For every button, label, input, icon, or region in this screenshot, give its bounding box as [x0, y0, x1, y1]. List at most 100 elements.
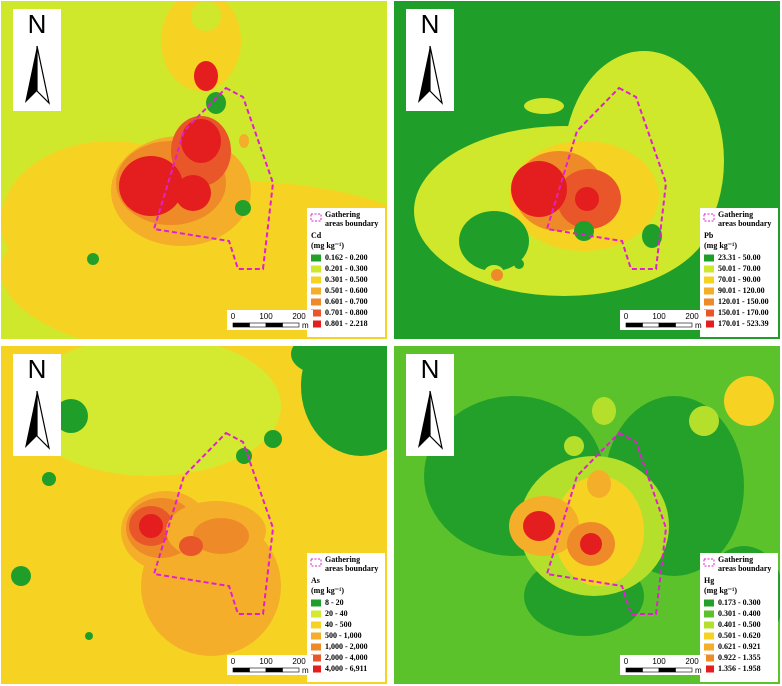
legend-swatch [704, 320, 714, 328]
north-arrow-right [36, 45, 51, 105]
legend-label: 0.501 - 0.620 [718, 631, 761, 640]
scale-tick-label: 0 [624, 657, 629, 666]
concentration-zone [119, 156, 183, 216]
concentration-zone [239, 134, 249, 148]
gathering-boundary [545, 86, 668, 270]
gathering-boundary [545, 431, 668, 615]
scale-tick-label: 200 [292, 312, 306, 321]
scale-tick-label: 200 [685, 312, 699, 321]
scale-tick-label: 0 [624, 312, 629, 321]
legend-label: 150.01 - 170.00 [718, 308, 769, 317]
legend-label: 0.162 - 0.200 [325, 253, 368, 262]
legend-element: Pb [704, 231, 714, 240]
concentration-zone [179, 536, 203, 556]
scale-segment [265, 322, 283, 328]
concentration-zone [264, 430, 282, 448]
concentration-zone [524, 98, 564, 114]
legend-swatch [311, 298, 321, 306]
scale-segment [625, 322, 643, 328]
legend-boundary-label: areas boundary [325, 564, 378, 573]
legend-boundary-swatch [310, 213, 322, 222]
legend-label: 500 - 1,000 [325, 631, 362, 640]
scale-segment [282, 322, 300, 328]
scale-segment [658, 667, 676, 673]
scale-segment [642, 667, 660, 673]
concentration-zone [85, 632, 93, 640]
concentration-zone [467, 286, 481, 300]
concentration-zone [236, 448, 252, 464]
scale-tick-label: 100 [259, 312, 273, 321]
legend-label: 120.01 - 150.00 [718, 297, 769, 306]
legend-unit: (mg kg⁻¹) [704, 241, 737, 250]
legend-swatch [704, 265, 714, 273]
scale-tick-label: 100 [259, 657, 273, 666]
legend-swatch [311, 254, 321, 262]
legend-boundary-label: areas boundary [718, 219, 771, 228]
concentration-zone [511, 161, 567, 217]
scale-unit: m [695, 666, 702, 675]
scale-unit: m [302, 321, 309, 330]
scale-segment [642, 322, 660, 328]
concentration-zone [139, 514, 163, 538]
legend-unit: (mg kg⁻¹) [704, 586, 737, 595]
north-label: N [421, 354, 440, 384]
legend-swatch [311, 265, 321, 273]
legend-boundary-label: areas boundary [325, 219, 378, 228]
legend-unit: (mg kg⁻¹) [311, 586, 344, 595]
concentration-zone [11, 566, 31, 586]
legend-label: 1,000 - 2,000 [325, 642, 368, 651]
concentration-zone [575, 187, 599, 211]
concentration-zone [206, 92, 226, 114]
legend-boundary-label: Gathering [325, 210, 360, 219]
legend-boundary-swatch [703, 213, 715, 222]
legend-swatch [311, 320, 321, 328]
north-arrow-right [429, 45, 444, 105]
legend-label: 23.31 - 50.00 [718, 253, 761, 262]
scale-segment [282, 667, 300, 673]
concentration-zone [193, 518, 249, 554]
concentration-zone [54, 399, 88, 433]
concentration-zone [42, 472, 56, 486]
scale-tick-label: 100 [652, 657, 666, 666]
legend-swatch [704, 665, 714, 673]
concentration-zone [194, 61, 218, 91]
legend-label: 0.621 - 0.921 [718, 642, 761, 651]
scale-segment [232, 667, 250, 673]
legend-label: 8 - 20 [325, 598, 344, 607]
concentration-zone [459, 211, 529, 271]
concentration-zone [161, 1, 241, 91]
legend-label: 0.701 - 0.800 [325, 308, 368, 317]
scale-segment [675, 667, 693, 673]
scale-tick-label: 200 [292, 657, 306, 666]
concentration-zone [523, 511, 555, 541]
concentration-zone [235, 200, 251, 216]
legend-label: 0.401 - 0.500 [718, 620, 761, 629]
legend-boundary-swatch [703, 558, 715, 567]
legend-label: 20 - 40 [325, 609, 348, 618]
legend-swatch [311, 632, 321, 640]
legend-swatch [311, 610, 321, 618]
legend-swatch [311, 276, 321, 284]
north-arrow-right [36, 390, 51, 450]
concentration-zone [642, 224, 662, 248]
legend-boundary-label: areas boundary [718, 564, 771, 573]
concentration-zone [491, 269, 503, 281]
legend-label: 2,000 - 4,000 [325, 653, 368, 662]
scale-segment [232, 322, 250, 328]
legend-swatch [704, 632, 714, 640]
legend-label: 0.173 - 0.300 [718, 598, 761, 607]
legend-boundary-label: Gathering [718, 555, 753, 564]
legend-swatch [704, 287, 714, 295]
concentration-zone [689, 406, 719, 436]
scale-segment [675, 322, 693, 328]
north-label: N [28, 354, 47, 384]
concentration-zone [175, 175, 211, 211]
legend-label: 0.801 - 2.218 [325, 319, 368, 328]
legend-swatch [311, 643, 321, 651]
scale-segment [249, 667, 267, 673]
legend-swatch [704, 276, 714, 284]
scale-segment [625, 667, 643, 673]
legend-swatch [311, 665, 321, 673]
